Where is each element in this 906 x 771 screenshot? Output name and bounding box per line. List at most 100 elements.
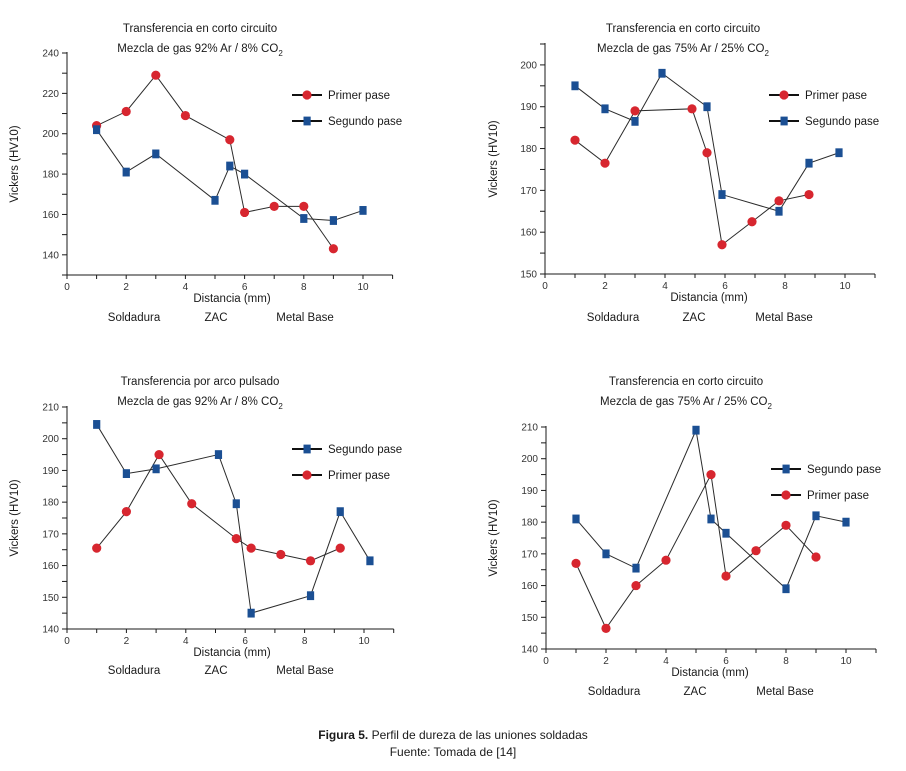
data-point-primer-pase (811, 552, 821, 562)
y-tick-label: 160 (521, 581, 538, 592)
y-tick-label: 190 (521, 486, 538, 497)
legend-item: Segundo pase (292, 116, 402, 128)
y-tick-label: 140 (42, 250, 59, 261)
data-point-primer-pase (121, 106, 131, 117)
chart-subtitle: Mezcla de gas 75% Ar / 25% CO2 (600, 396, 772, 411)
legend-marker-circle (781, 490, 791, 500)
legend-marker-circle (779, 90, 789, 100)
x-tick-label: 8 (301, 282, 307, 293)
data-point-primer-pase (246, 543, 256, 553)
legend-marker-square (780, 116, 788, 126)
data-point-primer-pase (571, 558, 581, 568)
x-tick-label: 8 (783, 656, 789, 667)
x-tick-label: 2 (123, 282, 129, 293)
legend-marker-circle (302, 470, 312, 480)
y-tick-label: 190 (520, 102, 537, 113)
data-point-segundo-pase (241, 169, 249, 179)
region-label: ZAC (684, 686, 707, 698)
x-tick-label: 6 (242, 636, 248, 647)
x-tick-label: 6 (722, 281, 728, 292)
y-tick-label: 220 (42, 89, 59, 100)
figure-caption-text: Perfil de dureza de las uniones soldadas (371, 728, 588, 742)
x-tick-label: 6 (242, 282, 248, 293)
y-tick-label: 200 (42, 434, 59, 445)
x-tick-label: 4 (183, 282, 189, 293)
x-tick-label: 4 (663, 656, 669, 667)
y-tick-label: 180 (521, 518, 538, 529)
x-tick-label: 2 (602, 281, 608, 292)
y-axis-label: Vickers (HV10) (9, 125, 21, 202)
legend-marker-square (782, 464, 790, 474)
region-label: ZAC (683, 312, 706, 324)
chart-title: Transferencia en corto circuito (609, 376, 763, 388)
data-point-segundo-pase (572, 514, 580, 524)
data-point-segundo-pase (632, 563, 640, 573)
chart-subtitle: Mezcla de gas 75% Ar / 25% CO2 (597, 43, 769, 58)
subscript-2: 2 (278, 402, 283, 411)
y-tick-label: 210 (521, 423, 538, 434)
legend-marker-circle (302, 90, 312, 100)
chart-panel-1: Transferencia en corto circuito Mezcla de… (9, 23, 402, 324)
y-tick-label: 180 (520, 144, 537, 155)
data-point-primer-pase (721, 571, 731, 581)
y-axis-label: Vickers (HV10) (488, 499, 500, 576)
x-tick-label: 4 (183, 636, 189, 647)
x-tick-label: 10 (358, 636, 370, 647)
data-point-segundo-pase (775, 206, 783, 216)
series-line-primer-pase (96, 74, 334, 250)
region-label: Metal Base (276, 312, 334, 324)
y-tick-label: 160 (42, 210, 59, 221)
y-tick-label: 140 (42, 625, 59, 636)
y-tick-label: 180 (42, 498, 59, 509)
x-tick-label: 8 (302, 636, 308, 647)
y-tick-label: 160 (520, 228, 537, 239)
legend-item: Primer pase (292, 90, 390, 102)
data-point-segundo-pase (211, 195, 219, 205)
data-point-segundo-pase (571, 81, 579, 91)
figure-label: Figura 5. (318, 728, 369, 742)
x-tick-label: 10 (840, 656, 852, 667)
data-point-primer-pase (630, 106, 640, 116)
data-point-primer-pase (240, 207, 250, 218)
data-point-segundo-pase (300, 214, 308, 223)
x-tick-label: 10 (839, 281, 851, 292)
x-tick-label: 0 (543, 656, 549, 667)
data-point-segundo-pase (707, 514, 715, 524)
legend-item: Primer pase (771, 490, 869, 502)
data-point-primer-pase (299, 201, 309, 211)
data-point-segundo-pase (226, 161, 234, 171)
x-tick-label: 6 (723, 656, 729, 667)
y-axis-label: Vickers (HV10) (9, 479, 21, 556)
figure-caption: Figura 5. Perfil de dureza de las unione… (0, 728, 906, 742)
data-point-segundo-pase (631, 116, 639, 126)
x-tick-label: 4 (662, 281, 668, 292)
data-point-segundo-pase (122, 469, 130, 478)
data-point-segundo-pase (805, 158, 813, 168)
data-point-primer-pase (600, 158, 610, 168)
data-point-primer-pase (774, 196, 784, 206)
chart-title: Transferencia en corto circuito (123, 23, 277, 35)
chart-subtitle: Mezcla de gas 92% Ar / 8% CO2 (117, 43, 283, 58)
y-tick-label: 150 (42, 593, 59, 604)
data-point-primer-pase (751, 546, 761, 556)
data-point-primer-pase (269, 201, 279, 211)
y-tick-label: 190 (42, 466, 59, 477)
legend-item: Segundo pase (292, 444, 402, 456)
series-line-segundo-pase (574, 72, 840, 212)
data-point-segundo-pase (782, 584, 790, 594)
data-point-primer-pase (687, 104, 697, 114)
x-tick-label: 0 (64, 636, 70, 647)
data-point-primer-pase (570, 135, 580, 145)
chart-subtitle: Mezcla de gas 92% Ar / 8% CO2 (117, 396, 283, 411)
data-point-primer-pase (702, 148, 712, 158)
x-tick-label: 10 (357, 282, 369, 293)
region-label: Metal Base (755, 312, 813, 324)
x-tick-label: 0 (542, 281, 548, 292)
data-point-segundo-pase (152, 464, 160, 474)
legend-label: Segundo pase (805, 116, 879, 128)
data-point-segundo-pase (247, 608, 255, 618)
region-label: Soldadura (108, 665, 161, 677)
legend-label: Segundo pase (328, 444, 402, 456)
data-point-primer-pase (121, 507, 131, 517)
